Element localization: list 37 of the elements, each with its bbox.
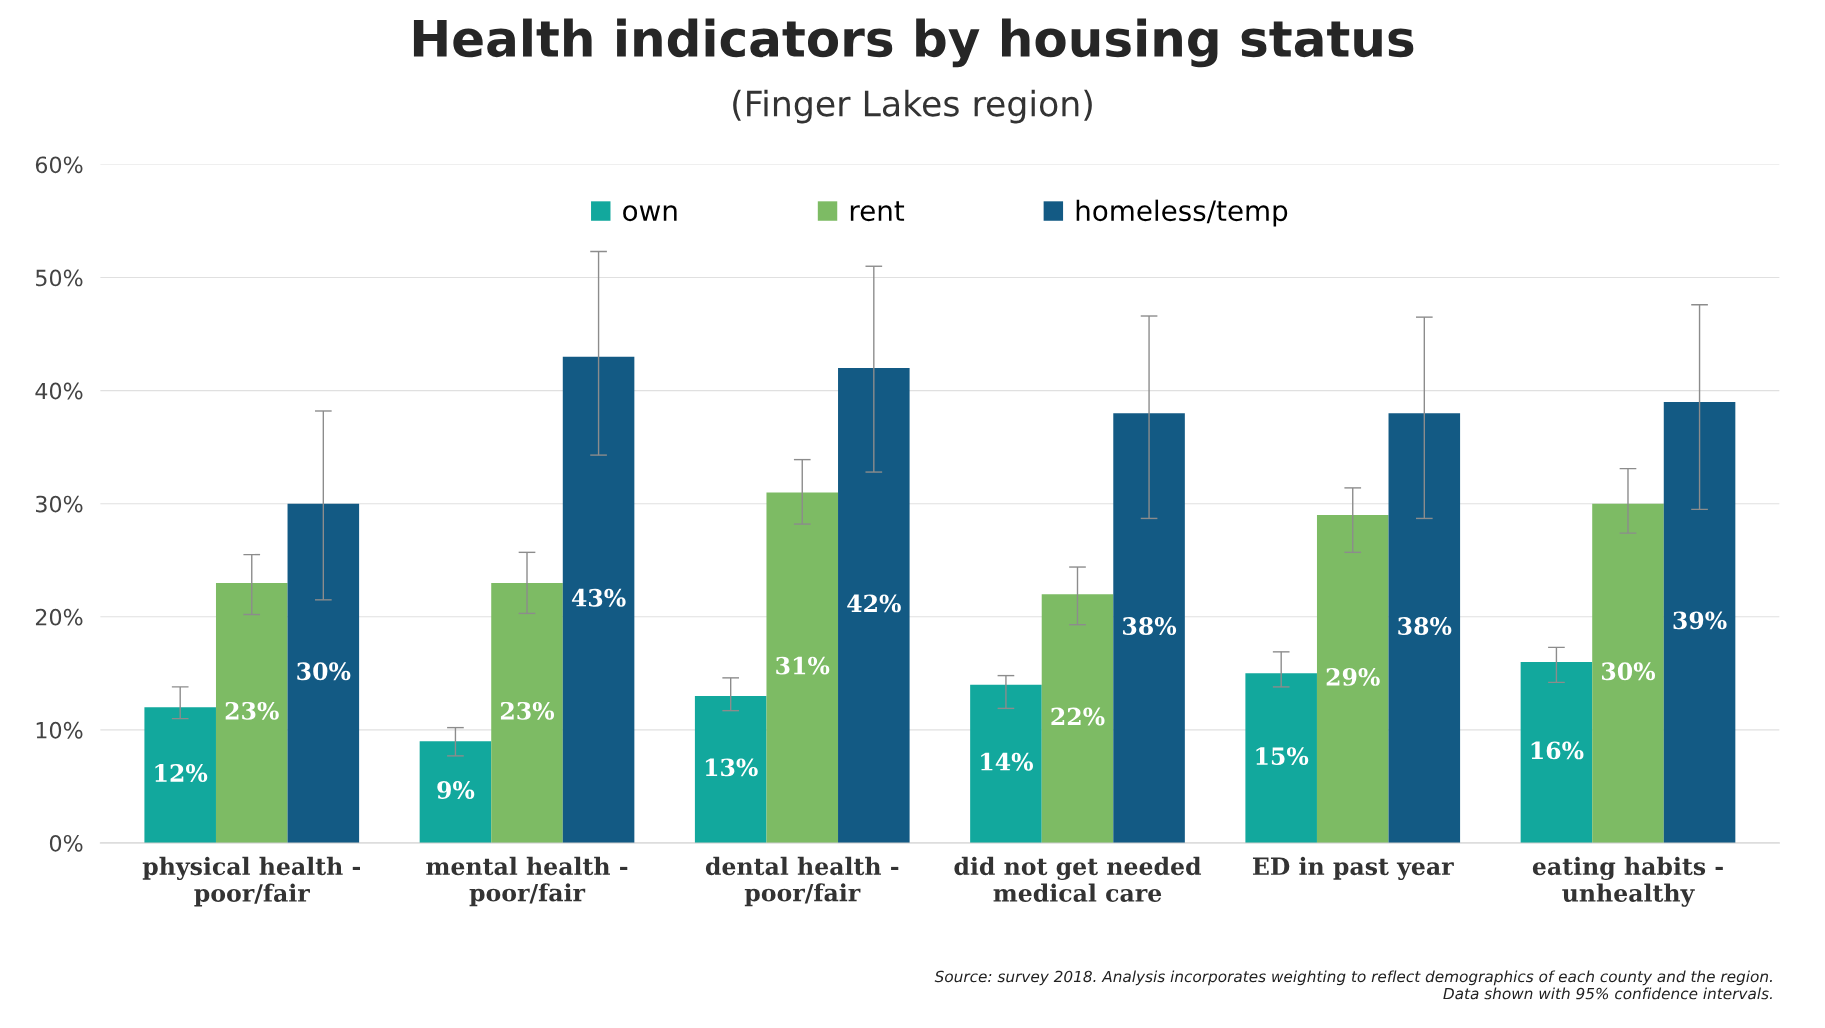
- chart-subtitle: (Finger Lakes region): [733, 89, 1092, 124]
- chart-title: Health indicators by housing status: [413, 18, 1414, 68]
- data-label: 31%: [776, 656, 830, 675]
- data-label: 14%: [981, 752, 1033, 771]
- x-tick-label: eating habits - unhealthy: [1532, 856, 1723, 907]
- data-label: 42%: [847, 594, 901, 613]
- y-tick-label: 60%: [35, 156, 83, 174]
- data-label: 12%: [155, 764, 208, 782]
- x-tick-label: physical health - poor/fair: [142, 856, 361, 907]
- y-tick-label: 40%: [35, 382, 83, 400]
- legend-label: homeless/temp: [1076, 199, 1288, 227]
- y-tick-label: 10%: [36, 721, 83, 739]
- data-label: 29%: [1326, 667, 1380, 686]
- x-tick-label: dental health - poor/fair: [705, 856, 899, 907]
- data-label: 23%: [225, 701, 279, 720]
- data-label: 22%: [1051, 707, 1105, 726]
- x-tick-label: mental health - poor/fair: [426, 856, 628, 907]
- x-tick-label: did not get needed medical care: [954, 856, 1202, 902]
- data-label: 38%: [1123, 617, 1177, 635]
- data-label: 30%: [1601, 662, 1656, 681]
- legend-label: own: [623, 205, 677, 222]
- y-tick-label: 20%: [35, 608, 83, 626]
- x-tick-label: ED in past year: [1252, 856, 1454, 881]
- data-label: 15%: [1256, 747, 1309, 765]
- data-label: 43%: [571, 588, 626, 607]
- data-label: 23%: [500, 701, 555, 720]
- source-note: Source: survey 2018. Analysis incorporates weighting to reflect demographics of each county and the region. Data shown with 95% confidence intervals.: [934, 970, 1772, 1000]
- y-tick-label: 0%: [49, 834, 83, 852]
- legend-label: rent: [850, 201, 905, 222]
- data-label: 38%: [1398, 617, 1452, 635]
- data-label: 30%: [297, 662, 351, 681]
- y-tick-label: 30%: [36, 495, 83, 513]
- data-label: 39%: [1673, 611, 1727, 630]
- y-tick-label: 50%: [36, 269, 83, 287]
- data-label: 9%: [437, 781, 475, 799]
- data-label: 13%: [705, 758, 758, 777]
- data-label: 16%: [1531, 741, 1584, 760]
